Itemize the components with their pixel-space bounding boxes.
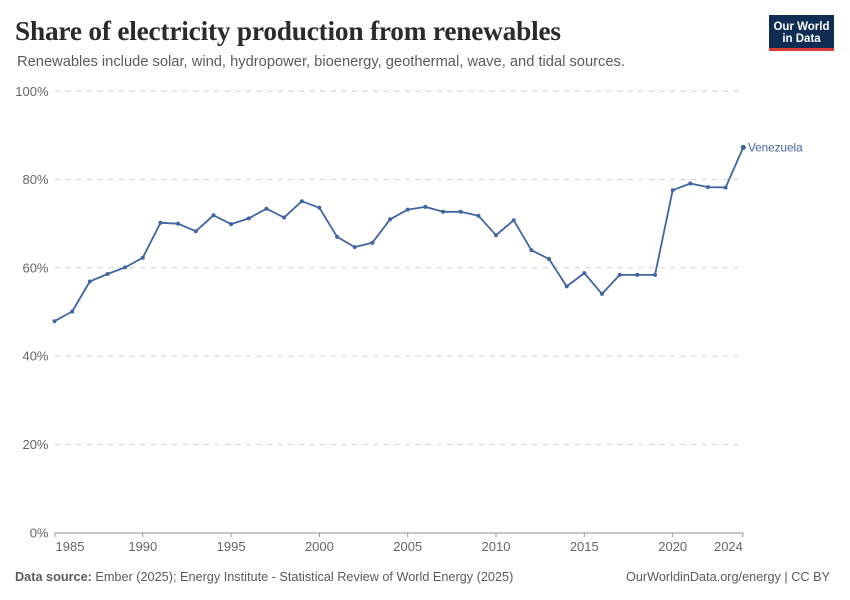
svg-text:100%: 100% [15, 84, 49, 99]
svg-text:1990: 1990 [128, 539, 157, 554]
svg-text:0%: 0% [30, 526, 49, 541]
svg-text:20%: 20% [22, 437, 48, 452]
svg-text:2024: 2024 [714, 539, 743, 554]
svg-text:80%: 80% [22, 172, 48, 187]
svg-text:40%: 40% [22, 349, 48, 364]
svg-text:2010: 2010 [482, 539, 511, 554]
svg-text:2020: 2020 [658, 539, 687, 554]
svg-text:1995: 1995 [217, 539, 246, 554]
svg-text:2005: 2005 [393, 539, 422, 554]
svg-text:60%: 60% [22, 260, 48, 275]
svg-text:Venezuela: Venezuela [748, 142, 803, 155]
svg-text:2015: 2015 [570, 539, 599, 554]
svg-text:2000: 2000 [305, 539, 334, 554]
svg-text:1985: 1985 [56, 539, 85, 554]
